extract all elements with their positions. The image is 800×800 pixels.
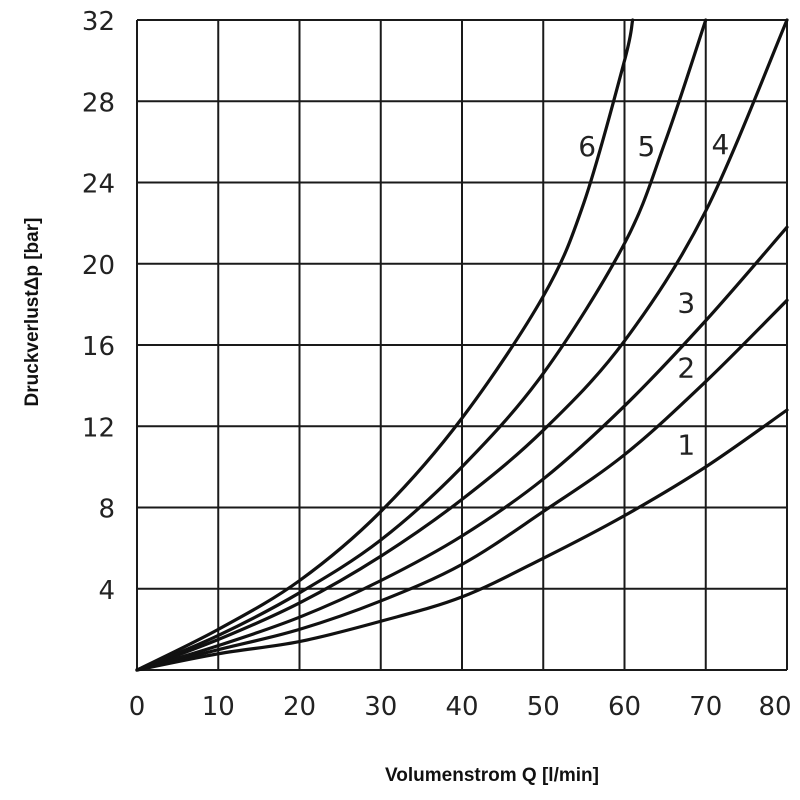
- y-tick-label: 20: [82, 251, 115, 281]
- grid: [136, 19, 788, 671]
- x-tick-label: 20: [283, 692, 316, 722]
- x-tick-label: 50: [527, 692, 560, 722]
- y-tick-labels: 4 8 12 16 20 24 28 32: [82, 7, 115, 606]
- curve-5: [135, 18, 708, 672]
- curve-label-5: 5: [638, 130, 656, 163]
- curve-labels: 6 5 4 3 2 1: [578, 128, 729, 462]
- curve-3: [135, 225, 789, 672]
- curve-6: [135, 18, 635, 672]
- y-tick-label: 28: [82, 88, 115, 118]
- x-tick-label: 0: [129, 692, 146, 722]
- x-tick-label: 80: [758, 692, 791, 722]
- y-tick-label: 8: [98, 495, 115, 525]
- y-tick-label: 16: [82, 332, 115, 362]
- curve-1: [135, 408, 789, 672]
- x-axis-title: Volumenstrom Q [l/min]: [385, 765, 599, 786]
- x-tick-label: 70: [689, 692, 722, 722]
- x-tick-labels: 0 10 20 30 40 50 60 70 80: [129, 692, 792, 722]
- x-tick-label: 60: [608, 692, 641, 722]
- curve-label-2: 2: [677, 352, 695, 385]
- y-tick-label: 12: [82, 413, 115, 443]
- y-tick-label: 4: [98, 576, 115, 606]
- x-tick-label: 40: [445, 692, 478, 722]
- curve-label-1: 1: [677, 429, 695, 462]
- y-tick-label: 24: [82, 170, 115, 200]
- y-axis-title: DruckverlustΔp [bar]: [22, 218, 43, 407]
- y-tick-label: 32: [82, 7, 115, 37]
- curves: [135, 18, 789, 672]
- curve-label-3: 3: [677, 287, 695, 320]
- curve-label-4: 4: [711, 128, 729, 161]
- curve-2: [135, 298, 789, 672]
- x-tick-label: 10: [202, 692, 235, 722]
- x-tick-label: 30: [364, 692, 397, 722]
- curve-label-6: 6: [578, 130, 596, 163]
- curve-4: [135, 18, 789, 672]
